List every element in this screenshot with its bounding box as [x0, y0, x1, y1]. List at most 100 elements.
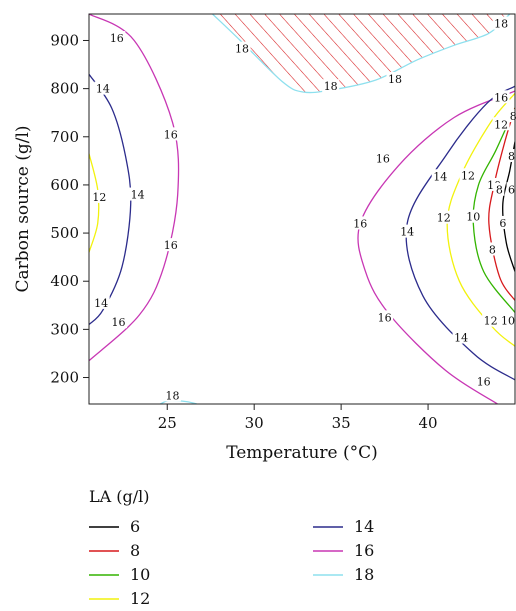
y-tick-label: 300 — [50, 320, 79, 338]
y-tick-label: 500 — [50, 224, 79, 242]
contour-label-bg — [506, 182, 516, 196]
contour-label: 14 — [400, 226, 414, 239]
contour-label: 12 — [484, 315, 498, 328]
legend-label: 16 — [354, 541, 374, 560]
contour-line-16 — [357, 90, 515, 404]
contour-label-bg — [492, 117, 510, 131]
plot-frame — [88, 13, 516, 405]
y-axis: 200 300 400 500 600 700 800 900 — [50, 31, 89, 387]
contour-label: 6 — [499, 217, 506, 230]
y-tick-label: 200 — [50, 369, 79, 387]
contour-label-bg — [497, 215, 508, 229]
contour-line-14 — [89, 73, 132, 326]
contour-label: 16 — [378, 311, 392, 324]
contour-label-bg — [452, 330, 470, 344]
contour-label: 10 — [466, 211, 480, 224]
contour-label: 16 — [353, 217, 367, 230]
contour-label: 14 — [94, 297, 108, 310]
x-tick-label: 25 — [158, 414, 177, 432]
contour-label: 16 — [112, 316, 126, 329]
contour-label: 14 — [96, 83, 110, 96]
legend-title: LA (g/l) — [89, 487, 150, 506]
legend-label: 6 — [130, 517, 140, 536]
contour-line-8 — [488, 107, 515, 301]
contour-label-bg — [475, 374, 493, 388]
contour-label-bg — [94, 81, 112, 95]
contour-label-bg — [464, 209, 482, 223]
contour-label: 12 — [92, 191, 106, 204]
y-tick-label: 400 — [50, 272, 79, 290]
contour-label-bg — [494, 182, 505, 196]
contour-line-12 — [89, 153, 100, 253]
legend-label: 10 — [130, 565, 150, 584]
contour-label-bg — [108, 31, 126, 45]
contour-label-bg — [162, 127, 180, 141]
contour-label: 16 — [164, 128, 178, 141]
contour-label-bg — [459, 168, 477, 182]
contour-label-bg — [435, 210, 453, 224]
contour-label: 14 — [131, 189, 145, 202]
contour-label: 10 — [501, 315, 515, 328]
contour-label: 8 — [510, 110, 516, 123]
contour-line-10 — [472, 107, 515, 313]
contour-label-bg — [508, 109, 516, 123]
contour-label-bg — [322, 79, 340, 93]
x-axis: 25 30 35 40 — [158, 404, 438, 432]
contour-label: 16 — [494, 91, 508, 104]
contour-label-bg — [506, 149, 516, 163]
contour-line-18 — [212, 14, 511, 94]
contour-label: 14 — [454, 332, 468, 345]
contour-label: 18 — [165, 389, 179, 402]
legend-label: 8 — [130, 541, 140, 560]
contour-label-bg — [162, 238, 180, 252]
contour-label: 18 — [235, 43, 249, 56]
contour-label-bg — [233, 41, 251, 55]
contour-label-bg — [376, 310, 394, 324]
x-tick-label: 30 — [245, 414, 264, 432]
y-tick-label: 900 — [50, 31, 79, 49]
contour-label: 16 — [110, 32, 124, 45]
contour-label-bg — [92, 295, 110, 309]
contour-label-bg — [492, 90, 510, 104]
contour-label-bg — [374, 151, 392, 165]
contour-label: 8 — [489, 243, 496, 256]
y-tick-label: 800 — [50, 80, 79, 98]
contour-label-bg — [163, 388, 181, 402]
contour-label-bg — [499, 313, 516, 327]
contour-label: 12 — [437, 212, 451, 225]
contour-label-bg — [386, 72, 404, 85]
contour-label: 16 — [376, 152, 390, 165]
x-tick-label: 35 — [332, 414, 351, 432]
legend: LA (g/l) 6 8 10 12 14 16 18 — [89, 487, 374, 608]
contour-label: 12 — [494, 118, 508, 131]
y-axis-title: Carbon source (g/l) — [13, 125, 33, 292]
contour-label-bg — [129, 187, 147, 201]
contour-label-bg — [487, 242, 498, 256]
contour-label: 8 — [496, 184, 503, 197]
y-tick-label: 700 — [50, 128, 79, 146]
contour-label-bg — [482, 313, 500, 327]
contour-label-bg — [398, 224, 416, 238]
contour-label: 18 — [494, 18, 508, 31]
x-axis-title: Temperature (°C) — [226, 443, 378, 463]
hatched-area — [212, 14, 510, 93]
y-tick-label: 600 — [50, 176, 79, 194]
contour-label-bg — [431, 169, 449, 183]
contour-label-bg — [110, 315, 128, 329]
contour-label: 8 — [508, 150, 515, 163]
x-tick-label: 40 — [419, 414, 438, 432]
contour-label: 16 — [164, 239, 178, 252]
contour-label: 14 — [433, 170, 447, 183]
contour-label: 18 — [324, 80, 338, 93]
contour-label: 6 — [508, 183, 515, 196]
legend-label: 14 — [354, 517, 374, 536]
legend-label: 12 — [130, 589, 150, 608]
contour-line-14 — [405, 85, 515, 381]
contour-label: 18 — [388, 73, 402, 86]
contour-label-bg — [351, 216, 369, 230]
contour-label-bg — [90, 189, 108, 203]
contour-line-16 — [89, 14, 180, 362]
hatched-region — [212, 14, 510, 93]
legend-label: 18 — [354, 565, 374, 584]
